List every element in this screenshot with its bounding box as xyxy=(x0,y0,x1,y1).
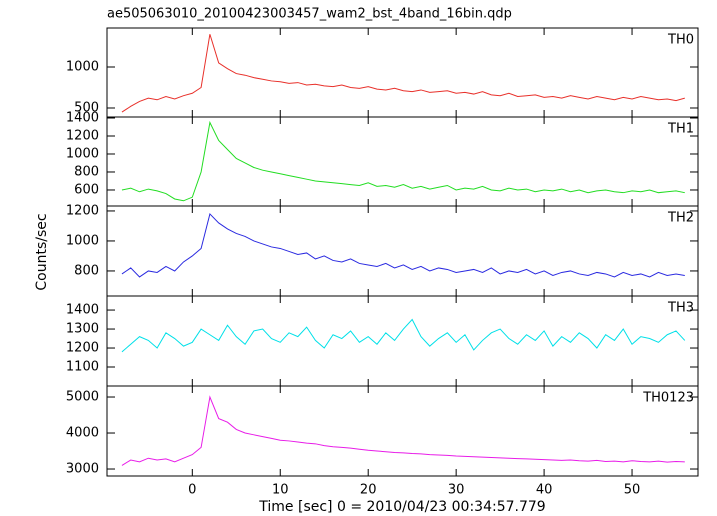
series-label: TH0 xyxy=(667,33,694,48)
y-tick-label: 1000 xyxy=(66,146,99,161)
light-curve xyxy=(121,318,686,353)
y-tick-label: 1300 xyxy=(66,322,99,337)
y-tick-label: 1000 xyxy=(66,60,99,75)
y-tick-label: 1400 xyxy=(66,303,99,318)
y-tick-label: 500 xyxy=(74,100,99,115)
y-tick-label: 1100 xyxy=(66,360,99,375)
panel-frame xyxy=(106,295,699,387)
y-tick-label: 1200 xyxy=(66,341,99,356)
light-curve xyxy=(121,212,685,278)
series-label: TH3 xyxy=(667,301,694,316)
y-tick-label: 800 xyxy=(74,263,99,278)
y-tick-label: 1200 xyxy=(66,128,99,143)
y-tick-label: 800 xyxy=(74,164,99,179)
panel-frame xyxy=(106,27,699,118)
panel-frame xyxy=(106,205,699,297)
light-curve xyxy=(121,34,685,113)
y-tick-label: 5000 xyxy=(66,390,99,405)
chart-title: ae505063010_20100423003457_wam2_bst_4ban… xyxy=(107,7,512,22)
x-tick-label: 30 xyxy=(448,483,465,498)
y-tick-label: 1400 xyxy=(66,110,99,125)
series-label: TH1 xyxy=(667,122,694,137)
x-tick-label: 40 xyxy=(536,483,553,498)
x-tick-label: 0 xyxy=(188,483,196,498)
y-tick-label: 600 xyxy=(74,182,99,197)
x-tick-label: 50 xyxy=(624,483,641,498)
y-tick-label: 4000 xyxy=(66,426,99,441)
light-curve xyxy=(121,395,685,466)
y-tick-label: 3000 xyxy=(66,462,99,477)
panel-frame xyxy=(106,116,699,207)
light-curve xyxy=(121,120,685,202)
x-tick-label: 10 xyxy=(272,483,289,498)
y-axis-label: Counts/sec xyxy=(34,213,50,290)
y-tick-label: 1000 xyxy=(66,233,99,248)
y-tick-label: 1200 xyxy=(66,203,99,218)
panel-frame xyxy=(106,385,699,477)
x-tick-label: 20 xyxy=(360,483,377,498)
x-axis-label: Time [sec] 0 = 2010/04/23 00:34:57.779 xyxy=(258,499,545,515)
series-label: TH2 xyxy=(667,211,694,226)
series-label: TH0123 xyxy=(642,391,694,406)
